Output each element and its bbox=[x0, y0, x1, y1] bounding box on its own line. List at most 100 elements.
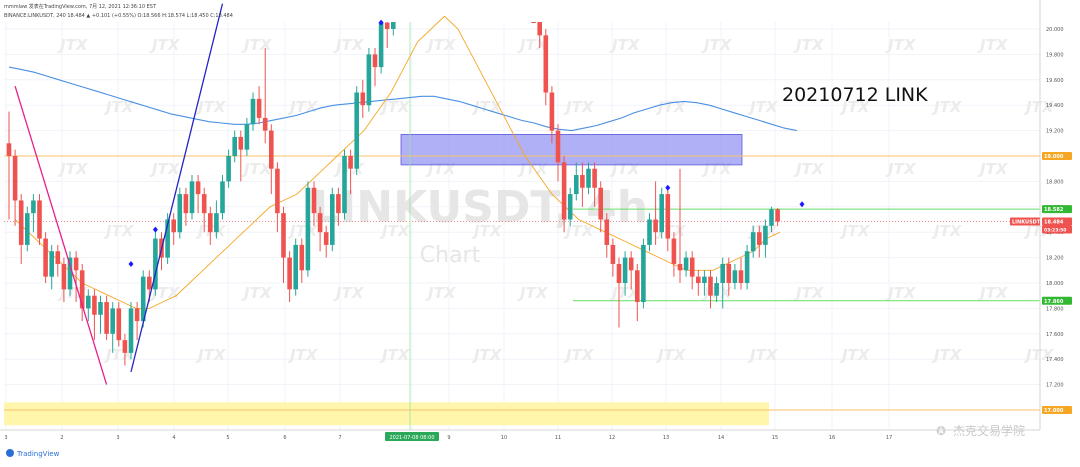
candle-body bbox=[616, 263, 622, 283]
candle-body bbox=[757, 232, 762, 245]
candle-body bbox=[628, 257, 634, 271]
signal-marker bbox=[378, 19, 384, 26]
watermark-pattern-text: JTX bbox=[425, 284, 457, 302]
watermark-pattern-text: JTX bbox=[471, 98, 503, 116]
candle-body bbox=[549, 92, 555, 131]
demand-zone bbox=[4, 402, 769, 426]
watermark-pattern-text: JTX bbox=[931, 346, 963, 364]
candle-body bbox=[683, 257, 689, 271]
time-tick-label: 6 bbox=[283, 435, 286, 441]
candle-body bbox=[73, 257, 79, 271]
watermark-pattern-text: JTX bbox=[747, 98, 779, 116]
watermark-pattern-text: JTX bbox=[517, 284, 549, 302]
price-label-text: 19.000 bbox=[1044, 154, 1064, 160]
candle-body bbox=[61, 263, 67, 290]
wechat-icon: ✪ bbox=[936, 424, 946, 438]
candle-body bbox=[317, 213, 323, 233]
candle-body bbox=[43, 238, 48, 277]
candle-body bbox=[86, 295, 91, 309]
watermark-pattern-text: JTX bbox=[333, 284, 365, 302]
uptrend-line bbox=[130, 3, 224, 373]
watermark-pattern-text: JTX bbox=[563, 346, 595, 364]
candle-body bbox=[726, 263, 732, 283]
candle-body bbox=[763, 225, 768, 245]
candle-body bbox=[37, 200, 42, 239]
price-tick-label: 20.000 bbox=[1046, 27, 1064, 33]
candle-body bbox=[183, 194, 189, 214]
watermark-pattern-text: JTX bbox=[103, 222, 135, 240]
candle-body bbox=[195, 181, 201, 195]
price-label-box bbox=[1042, 225, 1072, 234]
long-moving-average-line bbox=[8, 66, 797, 132]
candle-body bbox=[6, 143, 12, 156]
watermark-pattern-text: JTX bbox=[241, 284, 273, 302]
candle-body bbox=[293, 244, 298, 290]
candle-body bbox=[323, 232, 329, 245]
watermark-pattern-text: JTX bbox=[931, 98, 963, 116]
candle-body bbox=[171, 219, 176, 233]
supply-zone bbox=[400, 134, 743, 166]
candle-body bbox=[232, 136, 237, 156]
candle-body bbox=[147, 276, 152, 290]
time-tick-label: 4 bbox=[172, 435, 175, 441]
crosshair-time-box bbox=[385, 432, 439, 441]
price-label-text: 18.484 bbox=[1044, 220, 1064, 226]
candle-body bbox=[104, 302, 109, 334]
candle-body bbox=[281, 213, 286, 258]
header-symbol-line: BINANCE:LINKUSDT, 240 18.484 ▲ +0.101 (+… bbox=[4, 13, 233, 19]
price-label-box bbox=[1010, 217, 1040, 226]
candle-body bbox=[769, 209, 774, 226]
wechat-watermark: 杰克交易学院 bbox=[953, 423, 1025, 438]
watermark-pattern-text: JTX bbox=[425, 36, 457, 54]
price-label-text: 17.000 bbox=[1044, 408, 1064, 414]
watermark-pattern-text: JTX bbox=[563, 222, 595, 240]
candle-body bbox=[67, 257, 73, 290]
candle-body bbox=[574, 175, 579, 195]
downtrend-line bbox=[14, 85, 108, 385]
price-label-text: 18.582 bbox=[1044, 207, 1064, 213]
candle-body bbox=[555, 130, 561, 163]
chart-annotation-title: 20210712 LINK bbox=[782, 84, 928, 106]
watermark-pattern-text: JTX bbox=[471, 222, 503, 240]
candle-body bbox=[116, 308, 122, 341]
watermark-pattern-text: JTX bbox=[977, 36, 1009, 54]
time-tick-label: 13 bbox=[663, 435, 669, 441]
watermark-pattern-text: JTX bbox=[471, 346, 503, 364]
candle-body bbox=[269, 130, 274, 169]
watermark-pattern-text: JTX bbox=[195, 98, 227, 116]
price-tick-label: 19.800 bbox=[1046, 52, 1064, 58]
candle-body bbox=[299, 244, 305, 271]
candle-body bbox=[635, 270, 640, 303]
time-tick-label: 7 bbox=[338, 435, 341, 441]
watermark-pattern-text: JTX bbox=[241, 160, 273, 178]
watermark-pattern-text: JTX bbox=[977, 160, 1009, 178]
watermark-pattern-text: JTX bbox=[885, 36, 917, 54]
price-tick-label: 17.200 bbox=[1046, 383, 1064, 389]
time-tick-label: 16 bbox=[829, 435, 835, 441]
watermark-pattern-text: JTX bbox=[655, 346, 687, 364]
candle-body bbox=[372, 54, 378, 68]
signal-marker bbox=[665, 184, 671, 191]
candle-body bbox=[354, 92, 359, 169]
signal-marker bbox=[152, 226, 158, 233]
watermark-pattern-text: JTX bbox=[609, 36, 641, 54]
watermark-pattern-text: JTX bbox=[839, 98, 871, 116]
source-watermark: Chart bbox=[420, 243, 481, 268]
candle-body bbox=[604, 219, 610, 245]
watermark-pattern-text: JTX bbox=[885, 284, 917, 302]
candle-body bbox=[622, 257, 628, 283]
watermark-pattern-text: JTX bbox=[1023, 346, 1055, 364]
candle-body bbox=[360, 92, 366, 106]
candle-body bbox=[708, 276, 713, 296]
candle-body bbox=[531, 22, 536, 23]
watermark-pattern-text: JTX bbox=[747, 346, 779, 364]
candle-body bbox=[677, 263, 683, 271]
candle-body bbox=[79, 270, 85, 309]
candle-body bbox=[287, 257, 292, 290]
watermark-pattern-text: JTX bbox=[149, 160, 181, 178]
candle-body bbox=[580, 175, 585, 188]
candle-body bbox=[543, 35, 549, 93]
candle-body bbox=[653, 219, 658, 233]
